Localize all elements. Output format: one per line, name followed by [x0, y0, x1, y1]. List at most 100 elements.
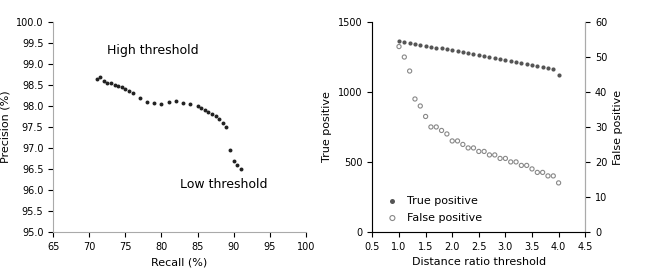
- Point: [91, 76, 102, 81]
- False positive: [543, 174, 553, 178]
- True positive: [404, 41, 415, 46]
- False positive: [442, 132, 452, 136]
- True positive: [436, 46, 447, 51]
- Point: [210, 114, 221, 119]
- True positive: [511, 59, 521, 64]
- True positive: [521, 62, 532, 66]
- True positive: [543, 66, 553, 70]
- Point: [134, 95, 145, 100]
- Point: [217, 121, 228, 125]
- True positive: [527, 63, 537, 67]
- Point: [116, 85, 127, 89]
- True positive: [399, 40, 410, 44]
- Y-axis label: Precision (%): Precision (%): [1, 91, 11, 163]
- Point: [102, 81, 112, 85]
- False positive: [415, 104, 426, 108]
- False positive: [548, 174, 559, 178]
- Point: [156, 102, 167, 106]
- True positive: [484, 55, 495, 59]
- Point: [235, 167, 246, 171]
- True positive: [473, 52, 484, 57]
- False positive: [489, 153, 500, 157]
- True positive: [553, 72, 564, 77]
- Point: [203, 110, 213, 115]
- True positive: [500, 58, 511, 62]
- Point: [225, 148, 235, 152]
- Point: [178, 100, 188, 105]
- Point: [214, 116, 225, 121]
- False positive: [521, 163, 532, 168]
- True positive: [442, 47, 452, 51]
- Point: [95, 75, 106, 79]
- True positive: [495, 57, 505, 61]
- False positive: [532, 170, 543, 175]
- Y-axis label: True positive: True positive: [323, 92, 332, 162]
- Point: [207, 112, 217, 116]
- Point: [228, 158, 239, 163]
- False positive: [463, 146, 473, 150]
- True positive: [479, 54, 489, 58]
- False positive: [511, 160, 521, 164]
- False positive: [473, 149, 484, 154]
- True positive: [447, 48, 458, 52]
- Point: [98, 79, 109, 83]
- False positive: [527, 167, 537, 171]
- Text: Low threshold: Low threshold: [180, 178, 267, 191]
- False positive: [394, 44, 404, 49]
- True positive: [426, 45, 436, 49]
- Legend: True positive, False positive: True positive, False positive: [378, 193, 485, 226]
- False positive: [495, 156, 505, 161]
- False positive: [436, 128, 447, 133]
- True positive: [394, 39, 404, 43]
- Point: [120, 87, 131, 91]
- True positive: [415, 43, 426, 47]
- True positive: [452, 49, 463, 53]
- False positive: [404, 69, 415, 73]
- Point: [185, 102, 196, 106]
- True positive: [548, 67, 559, 71]
- Point: [196, 106, 207, 110]
- Point: [200, 108, 210, 112]
- True positive: [516, 60, 527, 65]
- False positive: [500, 156, 511, 161]
- Y-axis label: False positive: False positive: [613, 89, 623, 164]
- False positive: [410, 97, 420, 101]
- Point: [142, 100, 152, 104]
- X-axis label: Distance ratio threshold: Distance ratio threshold: [412, 257, 546, 267]
- X-axis label: Recall (%): Recall (%): [152, 257, 207, 267]
- Point: [192, 104, 203, 108]
- True positive: [463, 51, 473, 55]
- False positive: [431, 125, 442, 129]
- Point: [171, 99, 182, 103]
- True positive: [431, 46, 442, 50]
- Point: [109, 83, 120, 87]
- False positive: [537, 170, 548, 175]
- False positive: [447, 139, 458, 143]
- True positive: [420, 44, 431, 48]
- Point: [127, 91, 138, 95]
- Text: High threshold: High threshold: [107, 44, 199, 57]
- Point: [149, 100, 160, 105]
- False positive: [553, 181, 564, 185]
- False positive: [516, 163, 527, 168]
- True positive: [505, 59, 516, 63]
- Point: [221, 125, 232, 129]
- False positive: [468, 146, 479, 150]
- False positive: [420, 114, 431, 119]
- Point: [106, 81, 116, 85]
- False positive: [479, 149, 489, 154]
- False positive: [505, 160, 516, 164]
- True positive: [410, 42, 420, 46]
- Point: [164, 100, 174, 104]
- True positive: [489, 55, 500, 60]
- Point: [113, 84, 124, 88]
- True positive: [532, 64, 543, 68]
- True positive: [458, 50, 468, 54]
- False positive: [399, 55, 410, 59]
- False positive: [458, 142, 468, 147]
- False positive: [426, 125, 436, 129]
- False positive: [484, 153, 495, 157]
- True positive: [537, 65, 548, 69]
- Point: [232, 163, 243, 167]
- True positive: [468, 52, 479, 56]
